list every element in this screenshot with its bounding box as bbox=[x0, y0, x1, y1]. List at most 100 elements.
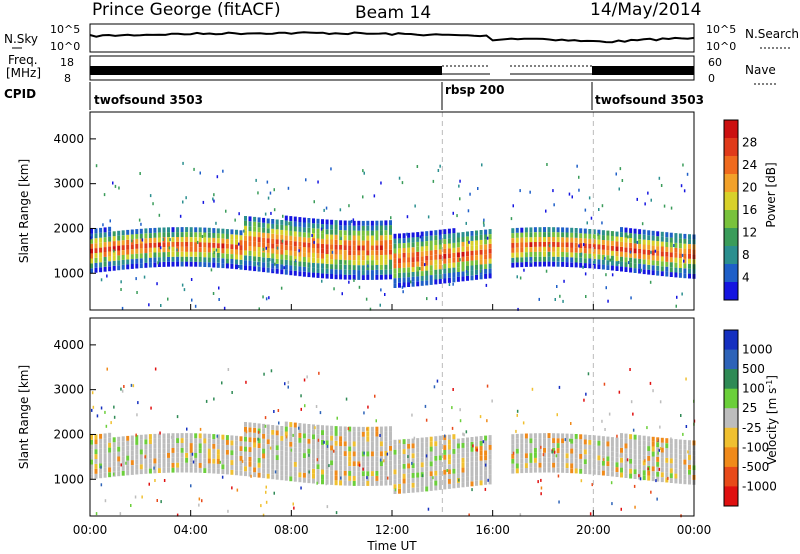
echo-cell-1154 bbox=[651, 471, 655, 477]
echo-cell-41 bbox=[108, 447, 112, 453]
echo-cell-55 bbox=[117, 461, 121, 467]
echo-cell-1231 bbox=[688, 244, 691, 249]
echo-cell-2 bbox=[90, 464, 93, 470]
echo-cell-402 bbox=[293, 467, 297, 472]
echo-cell-1140 bbox=[642, 450, 646, 456]
echo-cell-599 bbox=[366, 240, 370, 246]
echo-cell-1177 bbox=[660, 241, 664, 247]
echo-cell-578 bbox=[357, 225, 361, 231]
echo-cell-758 bbox=[429, 456, 433, 462]
echo-cell-373 bbox=[280, 229, 284, 235]
echo-cell-32 bbox=[103, 242, 107, 247]
echo-cell-776 bbox=[438, 269, 442, 275]
scatter-echo-154 bbox=[463, 433, 465, 437]
echo-cell-579 bbox=[357, 220, 361, 226]
echo-cell-564 bbox=[352, 441, 356, 447]
echo-cell-1129 bbox=[638, 253, 642, 259]
scatter-echo-15 bbox=[487, 478, 489, 482]
echo-cell-547 bbox=[348, 260, 352, 265]
echo-cell-312 bbox=[257, 256, 261, 262]
echo-cell-957 bbox=[543, 452, 546, 458]
echo-cell-1114 bbox=[629, 238, 633, 243]
power-x-ticks bbox=[89, 304, 695, 310]
echo-cell-791 bbox=[443, 248, 447, 254]
scatter-echo-142 bbox=[153, 466, 155, 470]
echo-cell-1002 bbox=[570, 262, 574, 268]
echo-cell-799 bbox=[447, 469, 451, 475]
echo-cell-626 bbox=[375, 225, 379, 231]
scatter-echo-44 bbox=[176, 513, 179, 517]
scatter-echo-75 bbox=[634, 505, 636, 509]
scatter-echo-211 bbox=[604, 428, 606, 431]
echo-cell-420 bbox=[298, 437, 302, 443]
echo-cell-855 bbox=[470, 240, 474, 246]
echo-cell-1037 bbox=[588, 454, 592, 460]
echo-cell-382 bbox=[284, 240, 288, 246]
echo-cell-973 bbox=[552, 452, 556, 458]
echo-cell-476 bbox=[321, 459, 324, 465]
scatter-echo-48 bbox=[120, 463, 122, 467]
echo-cell-358 bbox=[275, 455, 279, 460]
echo-cell-633 bbox=[379, 250, 383, 255]
echo-cell-734 bbox=[420, 467, 424, 473]
echo-cell-997 bbox=[565, 453, 569, 459]
echo-cell-154 bbox=[171, 443, 175, 448]
echo-cell-334 bbox=[266, 257, 270, 263]
scatter-echo-63 bbox=[130, 504, 132, 507]
echo-cell-858 bbox=[475, 274, 478, 280]
echo-cell-1057 bbox=[597, 229, 601, 235]
echo-cell-1208 bbox=[678, 268, 682, 273]
echo-cell-919 bbox=[520, 237, 524, 243]
echo-cell-763 bbox=[434, 485, 438, 491]
echo-cell-542 bbox=[343, 225, 347, 231]
echo-cell-367 bbox=[280, 465, 284, 471]
echo-cell-441 bbox=[307, 247, 311, 253]
echo-cell-881 bbox=[484, 259, 488, 264]
echo-cell-873 bbox=[479, 249, 483, 255]
echo-cell-295 bbox=[248, 231, 252, 237]
echo-cell-1176 bbox=[660, 246, 664, 252]
echo-cell-837 bbox=[461, 438, 465, 443]
echo-cell-93 bbox=[139, 469, 143, 475]
scatter-echo-78 bbox=[347, 427, 350, 431]
echo-cell-86 bbox=[135, 464, 139, 470]
echo-cell-978 bbox=[556, 467, 560, 473]
echo-cell-1153 bbox=[651, 476, 655, 482]
echo-cell-664 bbox=[393, 489, 397, 494]
velocity-colorbar-tick-4: -25 bbox=[742, 421, 762, 435]
echo-cell-779 bbox=[438, 254, 442, 260]
echo-cell-137 bbox=[162, 242, 166, 248]
echo-cell-683 bbox=[398, 449, 401, 455]
echo-cell-215 bbox=[207, 458, 211, 464]
echo-cell-51 bbox=[112, 442, 116, 448]
echo-cell-342 bbox=[266, 218, 270, 224]
echo-cell-888 bbox=[488, 479, 492, 485]
echo-cell-263 bbox=[235, 460, 238, 466]
scatter-echo-149 bbox=[619, 454, 622, 458]
echo-cell-9 bbox=[94, 267, 98, 273]
echo-cell-98 bbox=[139, 238, 143, 244]
echo-cell-190 bbox=[194, 462, 198, 468]
echo-cell-1224 bbox=[683, 233, 687, 239]
echo-cell-391 bbox=[289, 461, 293, 467]
echo-cell-1028 bbox=[583, 253, 587, 259]
echo-cell-271 bbox=[239, 460, 243, 466]
echo-cell-679 bbox=[398, 469, 401, 474]
echo-cell-436 bbox=[307, 478, 311, 484]
scatter-echo-50 bbox=[265, 297, 268, 301]
echo-cell-389 bbox=[289, 265, 293, 271]
echo-cell-768 bbox=[434, 254, 438, 260]
echo-cell-793 bbox=[443, 445, 447, 450]
echo-cell-435 bbox=[302, 423, 306, 429]
echo-cell-367 bbox=[280, 259, 284, 265]
echo-cell-56 bbox=[117, 250, 121, 256]
echo-cell-312 bbox=[257, 462, 261, 468]
cpid-segment-2: rbsp 200 bbox=[445, 83, 504, 97]
echo-cell-898 bbox=[511, 262, 515, 268]
echo-cell-930 bbox=[529, 467, 533, 473]
scatter-echo-132 bbox=[148, 482, 150, 486]
echo-cell-741 bbox=[425, 280, 429, 286]
scatter-echo-226 bbox=[144, 455, 146, 459]
echo-cell-1107 bbox=[624, 433, 628, 439]
echo-cell-465 bbox=[316, 454, 320, 460]
